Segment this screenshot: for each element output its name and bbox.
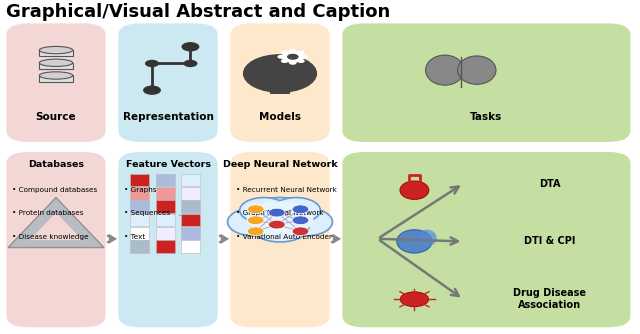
Text: Feature Vectors: Feature Vectors bbox=[125, 160, 211, 169]
Circle shape bbox=[287, 54, 298, 60]
Circle shape bbox=[248, 227, 264, 236]
Text: • Sequences: • Sequences bbox=[124, 210, 170, 216]
Bar bbox=[130, 214, 149, 226]
Ellipse shape bbox=[417, 230, 437, 246]
Text: • Compound databases: • Compound databases bbox=[12, 187, 97, 193]
Circle shape bbox=[248, 216, 264, 224]
Text: DTA: DTA bbox=[539, 179, 561, 188]
Text: Source: Source bbox=[36, 112, 76, 122]
Text: ...: ... bbox=[178, 208, 189, 218]
Text: • Text: • Text bbox=[124, 234, 145, 240]
Text: Tasks: Tasks bbox=[470, 112, 502, 122]
Ellipse shape bbox=[40, 72, 73, 79]
Polygon shape bbox=[109, 234, 117, 244]
Bar bbox=[130, 240, 149, 253]
FancyBboxPatch shape bbox=[6, 152, 106, 327]
Circle shape bbox=[182, 42, 200, 51]
Circle shape bbox=[297, 59, 305, 63]
Circle shape bbox=[247, 201, 314, 236]
Bar bbox=[130, 187, 149, 200]
Circle shape bbox=[292, 216, 309, 224]
Text: • Recurrent Neural Network: • Recurrent Neural Network bbox=[236, 187, 337, 193]
Circle shape bbox=[282, 51, 305, 63]
Circle shape bbox=[401, 292, 429, 307]
Text: DTI & CPI: DTI & CPI bbox=[524, 236, 575, 246]
Circle shape bbox=[292, 227, 309, 236]
FancyBboxPatch shape bbox=[342, 23, 630, 142]
Polygon shape bbox=[8, 197, 104, 247]
Bar bbox=[181, 240, 200, 253]
Bar bbox=[270, 80, 290, 94]
Circle shape bbox=[289, 61, 297, 65]
Ellipse shape bbox=[458, 56, 496, 85]
Text: Models: Models bbox=[259, 112, 301, 122]
FancyBboxPatch shape bbox=[230, 23, 330, 142]
Polygon shape bbox=[221, 234, 229, 244]
Circle shape bbox=[281, 50, 289, 54]
Bar bbox=[130, 227, 149, 240]
Text: • Graphs: • Graphs bbox=[124, 187, 156, 193]
Circle shape bbox=[251, 212, 309, 242]
Circle shape bbox=[240, 197, 288, 223]
Polygon shape bbox=[333, 234, 341, 244]
Circle shape bbox=[243, 197, 317, 236]
Bar bbox=[40, 75, 72, 82]
Bar bbox=[181, 187, 200, 200]
Circle shape bbox=[269, 208, 285, 217]
FancyBboxPatch shape bbox=[6, 23, 106, 142]
Bar bbox=[40, 63, 72, 69]
Circle shape bbox=[243, 54, 317, 93]
Text: • Protein databases: • Protein databases bbox=[12, 210, 83, 216]
Bar bbox=[130, 200, 149, 213]
FancyBboxPatch shape bbox=[342, 152, 630, 327]
FancyBboxPatch shape bbox=[118, 23, 218, 142]
Bar bbox=[156, 227, 175, 240]
Circle shape bbox=[281, 59, 289, 63]
Text: Databases: Databases bbox=[28, 160, 84, 169]
Circle shape bbox=[248, 205, 264, 214]
Circle shape bbox=[297, 50, 305, 54]
Bar bbox=[156, 200, 175, 213]
Circle shape bbox=[228, 208, 282, 236]
Text: Graphical/Visual Abstract and Caption: Graphical/Visual Abstract and Caption bbox=[6, 3, 390, 21]
Ellipse shape bbox=[397, 230, 432, 253]
Bar bbox=[156, 240, 175, 253]
Text: • Disease knowledge: • Disease knowledge bbox=[12, 234, 88, 240]
Bar bbox=[181, 227, 200, 240]
Circle shape bbox=[278, 55, 285, 59]
Polygon shape bbox=[29, 212, 83, 240]
Circle shape bbox=[272, 197, 321, 223]
Ellipse shape bbox=[40, 46, 73, 54]
Circle shape bbox=[183, 60, 197, 67]
Text: • Graph Neural Network: • Graph Neural Network bbox=[236, 210, 323, 216]
Text: Deep Neural Network: Deep Neural Network bbox=[223, 160, 337, 169]
Bar bbox=[156, 214, 175, 226]
Circle shape bbox=[145, 60, 159, 67]
FancyBboxPatch shape bbox=[230, 152, 330, 327]
Bar bbox=[156, 187, 175, 200]
Text: Drug Disease
Association: Drug Disease Association bbox=[513, 289, 586, 310]
Bar bbox=[130, 174, 149, 186]
Circle shape bbox=[143, 86, 161, 95]
Bar bbox=[181, 214, 200, 226]
Circle shape bbox=[279, 208, 333, 236]
Ellipse shape bbox=[40, 59, 73, 66]
FancyBboxPatch shape bbox=[118, 152, 218, 327]
Text: Representation: Representation bbox=[123, 112, 213, 122]
Bar bbox=[181, 200, 200, 213]
Circle shape bbox=[292, 205, 309, 214]
Circle shape bbox=[269, 220, 285, 229]
Bar bbox=[181, 174, 200, 186]
Text: • Variational Auto Encoder: • Variational Auto Encoder bbox=[236, 234, 332, 240]
Ellipse shape bbox=[426, 55, 464, 85]
Bar bbox=[40, 50, 72, 56]
Circle shape bbox=[289, 49, 297, 53]
Ellipse shape bbox=[400, 181, 429, 199]
Bar bbox=[156, 174, 175, 186]
Circle shape bbox=[301, 55, 308, 59]
